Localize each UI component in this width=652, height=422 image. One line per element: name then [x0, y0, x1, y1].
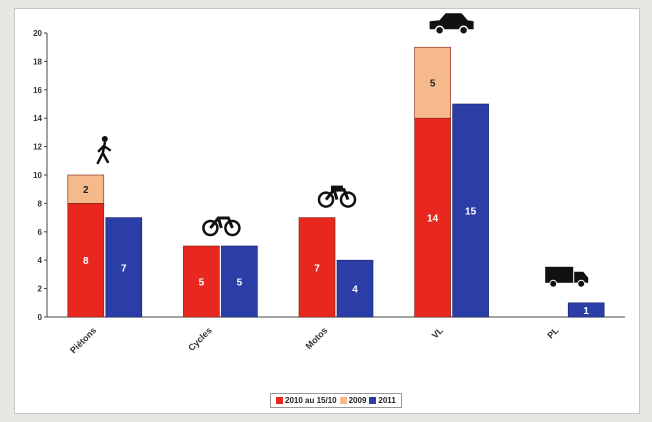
- car-icon: [429, 13, 474, 35]
- y-tick-label: 16: [33, 86, 42, 95]
- data-label: 1: [583, 306, 589, 317]
- y-tick-label: 2: [38, 285, 43, 294]
- y-tick-label: 0: [38, 313, 43, 322]
- icon-part: [545, 266, 574, 283]
- icon-part: [549, 279, 558, 288]
- motorcycle-icon: [317, 185, 357, 208]
- category-icons: [96, 13, 589, 288]
- bicycle-icon: [202, 216, 241, 237]
- data-label: 5: [430, 79, 436, 90]
- icon-part: [339, 191, 357, 208]
- bar-segment: [414, 46, 451, 119]
- legend-item: 2009: [339, 396, 367, 405]
- legend-label: 2009: [348, 396, 367, 405]
- icon-part: [434, 25, 445, 35]
- legend-item: 2011: [369, 396, 396, 405]
- data-label: 14: [427, 214, 439, 225]
- y-tick-label: 20: [33, 29, 42, 38]
- data-label: 2: [83, 185, 89, 196]
- y-tick-label: 8: [38, 199, 43, 208]
- legend-swatch: [339, 397, 347, 404]
- data-label: 7: [314, 263, 320, 274]
- y-tick-label: 6: [38, 228, 43, 237]
- y-tick-label: 18: [33, 57, 42, 66]
- y-tick-label: 4: [38, 256, 43, 265]
- pedestrian-icon: [96, 136, 112, 165]
- legend-swatch: [276, 397, 283, 404]
- legend-item: 2010 au 15/10: [276, 396, 337, 405]
- x-category-label: Motos: [304, 325, 330, 351]
- icon-part: [577, 279, 586, 288]
- icon-part: [458, 25, 469, 35]
- data-label: 7: [121, 263, 127, 274]
- legend: 2010 au 15/10 2009 2011: [270, 393, 402, 408]
- legend-label: 2011: [378, 396, 396, 405]
- x-category-label: VL: [430, 325, 446, 341]
- y-tick-label: 12: [33, 143, 42, 152]
- y-tick-label: 10: [33, 171, 42, 180]
- icon-part: [101, 136, 108, 142]
- legend-label: 2010 au 15/10: [285, 396, 337, 405]
- legend-swatch: [369, 397, 377, 404]
- data-label: 5: [237, 278, 243, 289]
- y-tick-label: 14: [33, 114, 42, 123]
- chart-frame: 0 2 4 6 8 10 12 14 16 18 20 Piétons Cycles Motos VL PL …: [14, 8, 640, 414]
- truck-icon: [545, 266, 589, 288]
- x-category-label: PL: [545, 325, 561, 341]
- bar-segment: [105, 217, 143, 318]
- bar-segment: [221, 245, 258, 318]
- x-category-label: Piétons: [68, 325, 98, 355]
- bar-segment: [67, 203, 105, 318]
- icon-part: [202, 219, 219, 237]
- bar-segment: [414, 117, 451, 318]
- bar-segment: [336, 259, 374, 318]
- bar-segment: [452, 103, 489, 318]
- icon-part: [224, 219, 241, 237]
- data-label: 5: [199, 278, 205, 289]
- bar-segment: [67, 174, 105, 204]
- icon-part: [331, 185, 343, 192]
- icon-part: [317, 191, 335, 208]
- icon-part: [574, 271, 589, 283]
- data-label: 15: [465, 207, 477, 218]
- bars: 8 2 7 5 5 7 4 14 5 15 1: [67, 46, 605, 318]
- data-label: 8: [83, 256, 89, 267]
- icon-part: [429, 13, 474, 30]
- data-label: 4: [352, 285, 358, 296]
- x-category-label: Cycles: [186, 325, 214, 353]
- bar-segment: [183, 245, 220, 318]
- icon-part: [96, 141, 112, 165]
- bar-segment: [567, 302, 605, 318]
- bar-segment: [298, 217, 336, 318]
- icon-part: [209, 216, 234, 229]
